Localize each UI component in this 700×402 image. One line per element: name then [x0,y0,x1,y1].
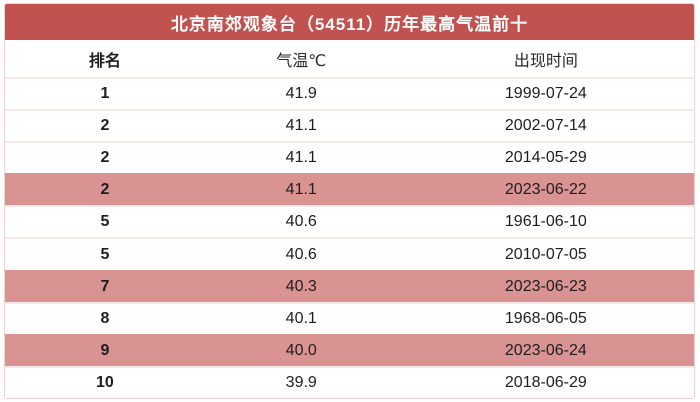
date-cell: 2023-06-24 [504,341,587,359]
table-row: 9 40.0 2023-06-24 [5,333,694,366]
temperature-cell: 40.3 [285,277,317,295]
temperature-cell: 39.9 [285,373,317,391]
table-row: 7 40.3 2023-06-23 [5,269,694,302]
table-row: 5 40.6 2010-07-05 [5,237,694,270]
rank-cell: 5 [100,245,110,263]
date-cell: 1961-06-10 [504,213,587,231]
date-cell: 1968-06-05 [504,309,587,327]
table-row: 10 39.9 2018-06-29 [5,365,694,398]
rank-cell: 9 [100,341,110,359]
temperature-column-header: 气温℃ [276,52,327,70]
rank-cell: 1 [100,85,110,103]
table-title-bar: 北京南郊观象台（54511）历年最高气温前十 [5,4,694,40]
table-title: 北京南郊观象台（54511）历年最高气温前十 [170,14,529,34]
rank-cell: 8 [100,309,110,327]
date-cell: 2023-06-23 [504,277,587,295]
date-cell: 2018-06-29 [504,373,587,391]
date-column-header: 出现时间 [513,52,578,70]
temperature-cell: 41.1 [285,181,317,199]
rank-cell: 2 [100,149,110,167]
rank-cell: 7 [100,277,110,295]
temperature-cell: 41.9 [285,85,317,103]
date-cell: 2014-05-29 [504,149,587,167]
temperature-cell: 40.1 [285,309,317,327]
rank-cell: 2 [100,181,110,199]
table-row: 1 41.9 1999-07-24 [5,77,694,110]
rank-cell: 5 [100,213,110,231]
table-row: 8 40.1 1968-06-05 [5,301,694,334]
column-header-row: 排名 气温℃ 出现时间 [5,40,694,77]
temperature-cell: 40.0 [285,341,317,359]
table-row: 5 40.6 1961-06-10 [5,205,694,238]
date-cell: 2023-06-22 [504,181,587,199]
table-row: 2 41.1 2014-05-29 [5,141,694,174]
date-cell: 1999-07-24 [504,85,587,103]
rank-column-header: 排名 [88,52,121,70]
table-row: 2 41.1 2023-06-22 [5,173,694,206]
temperature-ranking-table: 北京南郊观象台（54511）历年最高气温前十 排名 气温℃ 出现时间 1 41.… [4,3,695,399]
temperature-cell: 40.6 [285,213,317,231]
temperature-cell: 40.6 [285,245,317,263]
temperature-cell: 41.1 [285,117,317,135]
table-row: 2 41.1 2002-07-14 [5,109,694,142]
date-cell: 2010-07-05 [504,245,587,263]
date-cell: 2002-07-14 [504,117,587,135]
rank-cell: 2 [100,117,110,135]
rank-cell: 10 [96,373,114,391]
temperature-cell: 41.1 [285,149,317,167]
